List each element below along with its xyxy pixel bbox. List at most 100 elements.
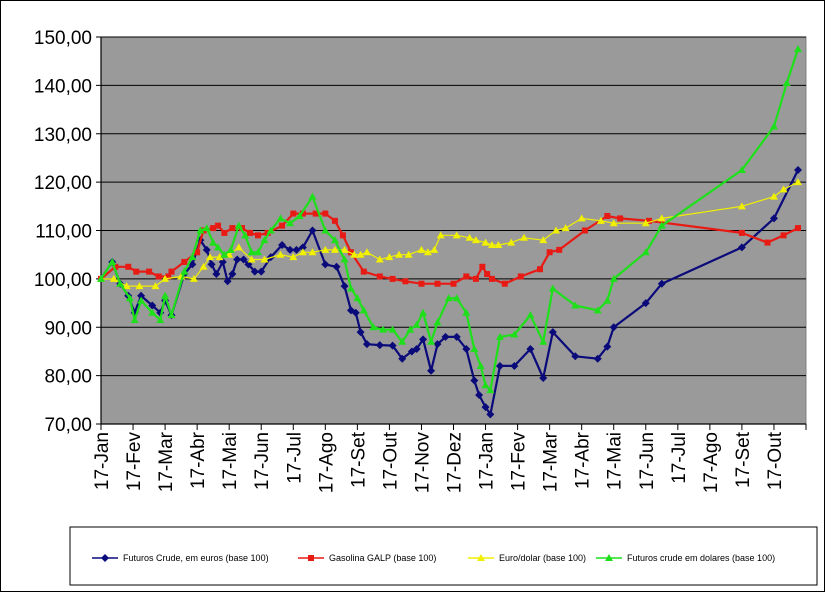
data-point: [346, 284, 355, 292]
data-point: [146, 268, 153, 275]
series-1: [97, 166, 802, 419]
data-point: [526, 311, 535, 319]
data-point: [181, 258, 188, 265]
data-point: [213, 243, 222, 251]
data-point: [254, 248, 263, 256]
x-tick-label: 17-Jun: [252, 432, 273, 490]
data-point: [188, 253, 197, 261]
data-point: [199, 262, 208, 270]
gridlines: [101, 36, 806, 425]
data-point: [290, 210, 297, 217]
data-point: [418, 280, 425, 287]
data-point: [657, 214, 666, 222]
data-point: [321, 245, 330, 253]
x-tick-label: 17-Ago: [701, 432, 722, 493]
data-point: [202, 245, 211, 254]
data-point: [427, 337, 436, 345]
data-point: [137, 291, 146, 300]
data-point: [657, 221, 666, 229]
legend-swatch-marker: [477, 554, 485, 561]
data-point: [308, 226, 317, 235]
data-point: [419, 308, 428, 316]
data-point: [276, 250, 285, 258]
data-point: [255, 232, 262, 239]
data-point: [398, 354, 407, 363]
data-point: [356, 250, 365, 258]
data-point: [793, 45, 802, 53]
data-point: [155, 273, 162, 280]
legend: Futuros Crude, em euros (base 100) Gasoli…: [69, 526, 818, 586]
x-tick-label: 17-Jul: [284, 432, 305, 484]
data-point: [501, 280, 508, 287]
data-point: [247, 229, 254, 236]
data-point: [603, 296, 612, 304]
data-point: [321, 260, 330, 269]
data-point: [286, 245, 295, 254]
data-point: [360, 268, 367, 275]
data-point: [526, 345, 535, 354]
x-tick-label: 17-Mar: [541, 431, 562, 492]
data-point: [133, 268, 140, 275]
data-point: [308, 248, 317, 256]
data-point: [423, 248, 432, 256]
data-point: [220, 250, 229, 258]
x-tick-label: 17-Mai: [220, 432, 241, 490]
data-point: [385, 253, 394, 261]
data-point: [793, 178, 802, 186]
data-point: [481, 403, 490, 412]
data-point: [210, 225, 217, 232]
x-tick-label: 17-Set: [348, 431, 369, 488]
y-tick-label: 110,00: [35, 222, 92, 243]
data-point: [488, 275, 495, 282]
data-point: [189, 274, 198, 282]
data-point: [350, 250, 359, 258]
data-point: [109, 274, 118, 282]
data-point: [299, 210, 306, 217]
data-point: [247, 255, 256, 263]
data-point: [470, 345, 479, 353]
data-point: [212, 270, 221, 279]
data-point: [793, 166, 802, 175]
data-point: [571, 352, 580, 361]
data-point: [548, 284, 557, 292]
data-point: [452, 294, 461, 302]
legend-swatch-marker: [308, 555, 314, 561]
data-point: [561, 224, 570, 232]
legend-item: Euro/dolar (base 100): [468, 553, 586, 563]
data-point: [108, 257, 117, 265]
data-point: [402, 278, 409, 285]
data-point: [510, 330, 519, 338]
data-point: [417, 245, 426, 253]
data-point: [339, 232, 346, 239]
data-point: [430, 245, 439, 253]
data-point: [481, 381, 490, 389]
data-point: [260, 236, 269, 244]
data-point: [452, 332, 461, 341]
data-point: [486, 410, 495, 419]
x-tick-label: 17-Set: [733, 431, 754, 488]
data-point: [347, 249, 354, 256]
data-point: [228, 270, 237, 279]
data-point: [495, 332, 504, 340]
data-point: [340, 245, 349, 253]
data-point: [356, 328, 365, 337]
data-point: [737, 166, 746, 174]
data-point: [161, 274, 170, 282]
x-axis: 17-Jan 17-Fev 17-Mar 17-Abr 17-Mai 17-Jun 17-J…: [92, 423, 807, 493]
data-point: [537, 266, 544, 273]
data-point: [148, 301, 157, 310]
data-point: [412, 345, 421, 354]
data-point: [165, 273, 172, 280]
data-point: [609, 274, 618, 282]
data-point: [794, 225, 801, 232]
data-point: [465, 233, 474, 241]
data-point: [641, 248, 650, 256]
x-tick-label: 17-Dez: [445, 432, 466, 493]
legend-swatch-marker: [101, 554, 109, 562]
data-point: [279, 222, 286, 229]
data-point: [412, 320, 421, 328]
series-layer: [97, 45, 802, 419]
y-tick-label: 100,00: [34, 270, 92, 291]
data-point: [398, 337, 407, 345]
